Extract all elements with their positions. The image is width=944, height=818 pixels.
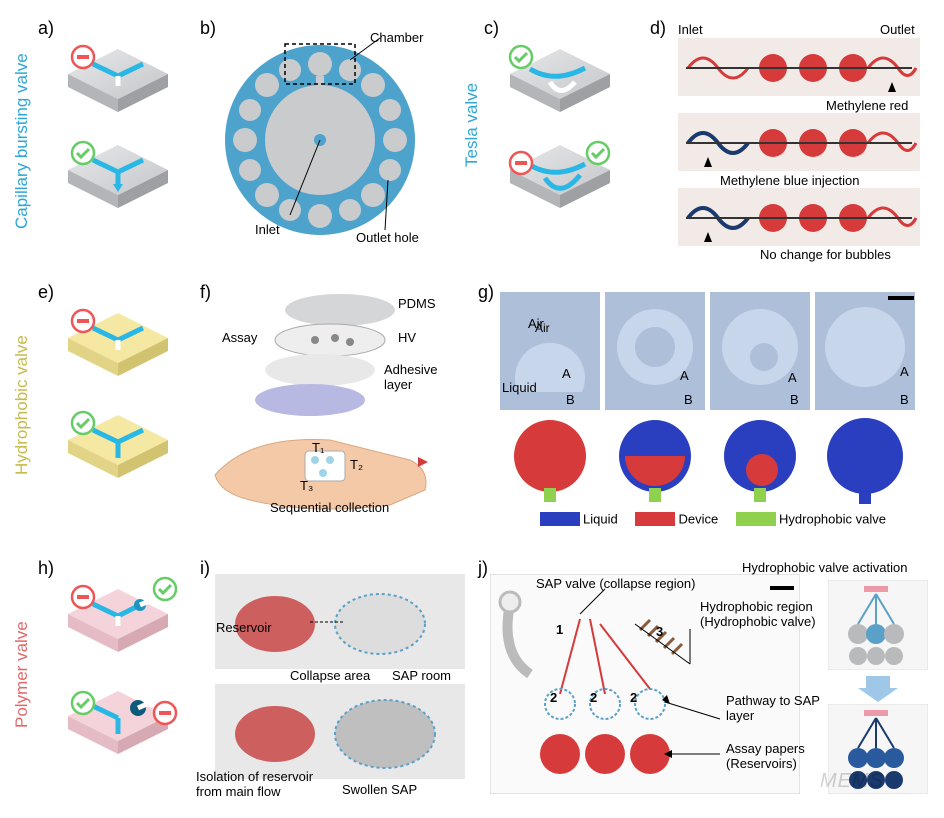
badge-go-a2 — [70, 140, 96, 166]
badge-stop-c2 — [508, 150, 534, 176]
badge-go-c1 — [508, 44, 534, 70]
label-e: e) — [38, 282, 54, 303]
lbl-A2: A — [680, 368, 689, 383]
lbl-meth-blue: Methylene blue injection — [720, 173, 859, 188]
label-a: a) — [38, 18, 54, 39]
badge-stop-e1 — [70, 308, 96, 334]
lbl-collapse: Collapse area — [290, 668, 370, 683]
lbl-hydro-region: Hydrophobic region (Hydrophobic valve) — [700, 600, 840, 630]
lbl-inlet-d: Inlet — [678, 22, 703, 37]
lbl-liquid-g: Liquid — [502, 380, 537, 395]
panel-j-arrow — [858, 674, 898, 702]
badge-stop-h1 — [70, 584, 96, 610]
lbl-A1: A — [562, 366, 571, 381]
badge-go-e2 — [70, 410, 96, 436]
panel-g-schematic — [500, 416, 920, 506]
lbl-isolation: Isolation of reservoir from main flow — [196, 770, 316, 800]
lbl-chamber: Chamber — [370, 30, 423, 45]
label-g: g) — [478, 282, 494, 303]
panel-i-bot — [215, 684, 465, 779]
lbl-n3: 3 — [656, 624, 663, 639]
panel-g-photos: Air — [500, 292, 920, 412]
lbl-n2b: 2 — [590, 690, 597, 705]
badge-stop-a1 — [70, 44, 96, 70]
lbl-swollen: Swollen SAP — [342, 782, 417, 797]
badge-go-h2 — [70, 690, 96, 716]
panel-d-strip2 — [678, 113, 920, 171]
row-label-polymer: Polymer valve — [12, 590, 32, 760]
lbl-no-change: No change for bubbles — [760, 247, 891, 262]
row-label-capillary: Capillary bursting valve — [12, 46, 32, 236]
panel-j-inset-top — [828, 580, 928, 670]
panel-b-disc — [210, 30, 430, 240]
badge-go-c2b — [585, 140, 611, 166]
lbl-B3: B — [790, 392, 799, 407]
lbl-B1: B — [566, 392, 575, 407]
row-label-hydro: Hydrophobic valve — [12, 310, 32, 500]
lbl-sap-valve: SAP valve (collapse region) — [536, 576, 695, 591]
lbl-adhesive: Adhesive layer — [384, 362, 454, 392]
lbl-outlet-hole: Outlet hole — [356, 230, 419, 245]
lbl-hv-activation: Hydrophobic valve activation — [742, 560, 907, 575]
lbl-outlet-d: Outlet — [880, 22, 915, 37]
watermark: MEMS — [820, 770, 884, 793]
label-j: j) — [478, 558, 488, 579]
lbl-A3: A — [788, 370, 797, 385]
lbl-B2: B — [684, 392, 693, 407]
lbl-sequential: Sequential collection — [270, 500, 389, 515]
panel-d-strip1 — [678, 38, 920, 96]
badge-stop-h2 — [152, 700, 178, 726]
lbl-n1: 1 — [556, 622, 563, 637]
panel-g-legend: Liquid Device Hydrophobic valve — [540, 510, 886, 528]
lbl-sap-room: SAP room — [392, 668, 451, 683]
lbl-B4: B — [900, 392, 909, 407]
label-h: h) — [38, 558, 54, 579]
lbl-n2a: 2 — [550, 690, 557, 705]
lbl-assay: Assay — [222, 330, 257, 345]
lbl-t1: T₁ — [312, 440, 324, 455]
lbl-reservoir: Reservoir — [216, 620, 272, 635]
lbl-n2c: 2 — [630, 690, 637, 705]
label-f: f) — [200, 282, 211, 303]
label-i: i) — [200, 558, 210, 579]
panel-f-stack — [230, 290, 420, 420]
lbl-pdms: PDMS — [398, 296, 436, 311]
lbl-inlet-b: Inlet — [255, 222, 280, 237]
lbl-hv: HV — [398, 330, 416, 345]
lbl-pathway: Pathway to SAP layer — [726, 694, 836, 724]
lbl-t3: T₃ — [300, 478, 313, 493]
lbl-t2: T₂ — [350, 457, 363, 472]
badge-go-h1 — [152, 576, 178, 602]
row-label-tesla: Tesla valve — [462, 65, 482, 185]
panel-d-strip3 — [678, 188, 920, 246]
lbl-meth-red: Methylene red — [826, 98, 908, 113]
label-c: c) — [484, 18, 499, 39]
label-d: d) — [650, 18, 666, 39]
lbl-A4: A — [900, 364, 909, 379]
lbl-air: Air — [528, 316, 544, 331]
